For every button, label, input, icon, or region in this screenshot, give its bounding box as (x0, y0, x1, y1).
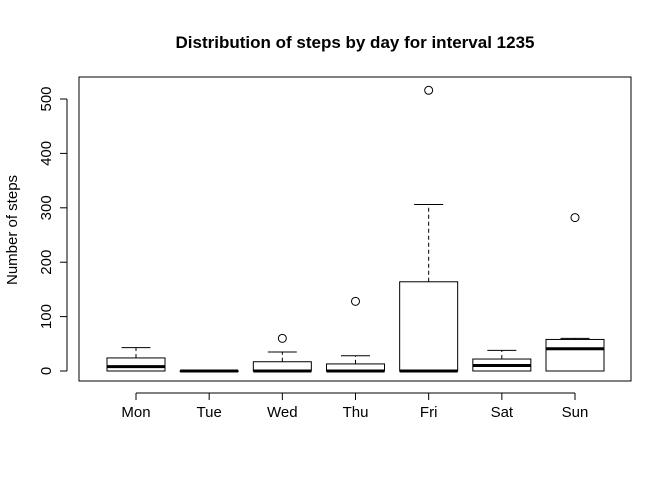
box-iqr (106, 357, 166, 372)
y-tick-label: 300 (38, 195, 55, 220)
box-thu (326, 296, 385, 373)
box-fri (399, 85, 459, 373)
outlier-point (570, 213, 580, 223)
box-wed (252, 333, 312, 373)
x-tick-label: Sun (562, 404, 589, 421)
outlier-point (277, 333, 287, 343)
x-tick-label: Wed (267, 404, 298, 421)
y-tick-label: 400 (38, 141, 55, 166)
x-tick-label: Sat (491, 404, 514, 421)
box-iqr (545, 338, 605, 372)
y-axis-label: Number of steps (4, 175, 21, 285)
boxes-group (106, 85, 605, 373)
box-tue (179, 369, 239, 373)
box-sun (545, 213, 605, 372)
box-mon (106, 347, 166, 372)
x-tick-label: Thu (343, 404, 369, 421)
plot-frame (78, 76, 632, 382)
x-tick-label: Tue (197, 404, 222, 421)
outlier-point (351, 296, 360, 306)
y-tick-label: 200 (38, 250, 55, 275)
y-tick-label: 500 (38, 86, 55, 111)
y-tick-label: 100 (38, 304, 55, 329)
box-iqr (399, 281, 459, 372)
y-axis: 0 100 200 300 400 500 (38, 86, 68, 375)
chart-title: Distribution of steps by day for interva… (176, 33, 535, 52)
outlier-point (424, 85, 434, 95)
box-sat (472, 349, 532, 372)
x-axis: Mon Tue Wed Thu Fri Sat Sun (121, 392, 589, 421)
y-tick-label: 0 (38, 367, 55, 375)
x-tick-label: Fri (420, 404, 438, 421)
x-tick-label: Mon (121, 404, 150, 421)
